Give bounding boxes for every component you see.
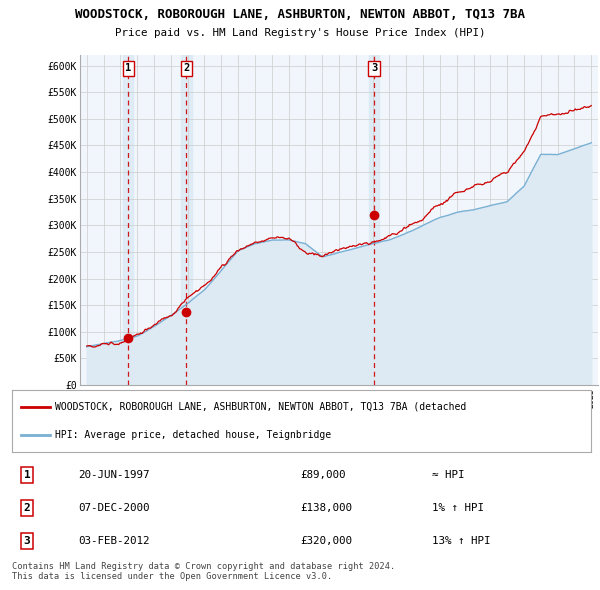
- Text: Price paid vs. HM Land Registry's House Price Index (HPI): Price paid vs. HM Land Registry's House …: [115, 28, 485, 38]
- Text: £89,000: £89,000: [300, 470, 346, 480]
- Text: WOODSTOCK, ROBOROUGH LANE, ASHBURTON, NEWTON ABBOT, TQ13 7BA (detached: WOODSTOCK, ROBOROUGH LANE, ASHBURTON, NE…: [55, 402, 467, 412]
- Text: 3: 3: [23, 536, 31, 546]
- Text: 1: 1: [125, 63, 131, 73]
- Text: Contains HM Land Registry data © Crown copyright and database right 2024.
This d: Contains HM Land Registry data © Crown c…: [12, 562, 395, 581]
- Bar: [181, 55, 191, 385]
- Text: £320,000: £320,000: [300, 536, 352, 546]
- Text: 2: 2: [184, 63, 190, 73]
- Text: ≈ HPI: ≈ HPI: [432, 470, 464, 480]
- Text: £138,000: £138,000: [300, 503, 352, 513]
- Text: 3: 3: [371, 63, 377, 73]
- Text: HPI: Average price, detached house, Teignbridge: HPI: Average price, detached house, Teig…: [55, 430, 332, 440]
- Bar: [123, 55, 133, 385]
- Text: 1: 1: [23, 470, 31, 480]
- Text: 20-JUN-1997: 20-JUN-1997: [78, 470, 149, 480]
- Text: 03-FEB-2012: 03-FEB-2012: [78, 536, 149, 546]
- Text: 2: 2: [23, 503, 31, 513]
- Text: 07-DEC-2000: 07-DEC-2000: [78, 503, 149, 513]
- Text: 1% ↑ HPI: 1% ↑ HPI: [432, 503, 484, 513]
- Text: WOODSTOCK, ROBOROUGH LANE, ASHBURTON, NEWTON ABBOT, TQ13 7BA: WOODSTOCK, ROBOROUGH LANE, ASHBURTON, NE…: [75, 8, 525, 21]
- Text: 13% ↑ HPI: 13% ↑ HPI: [432, 536, 491, 546]
- Bar: [369, 55, 379, 385]
